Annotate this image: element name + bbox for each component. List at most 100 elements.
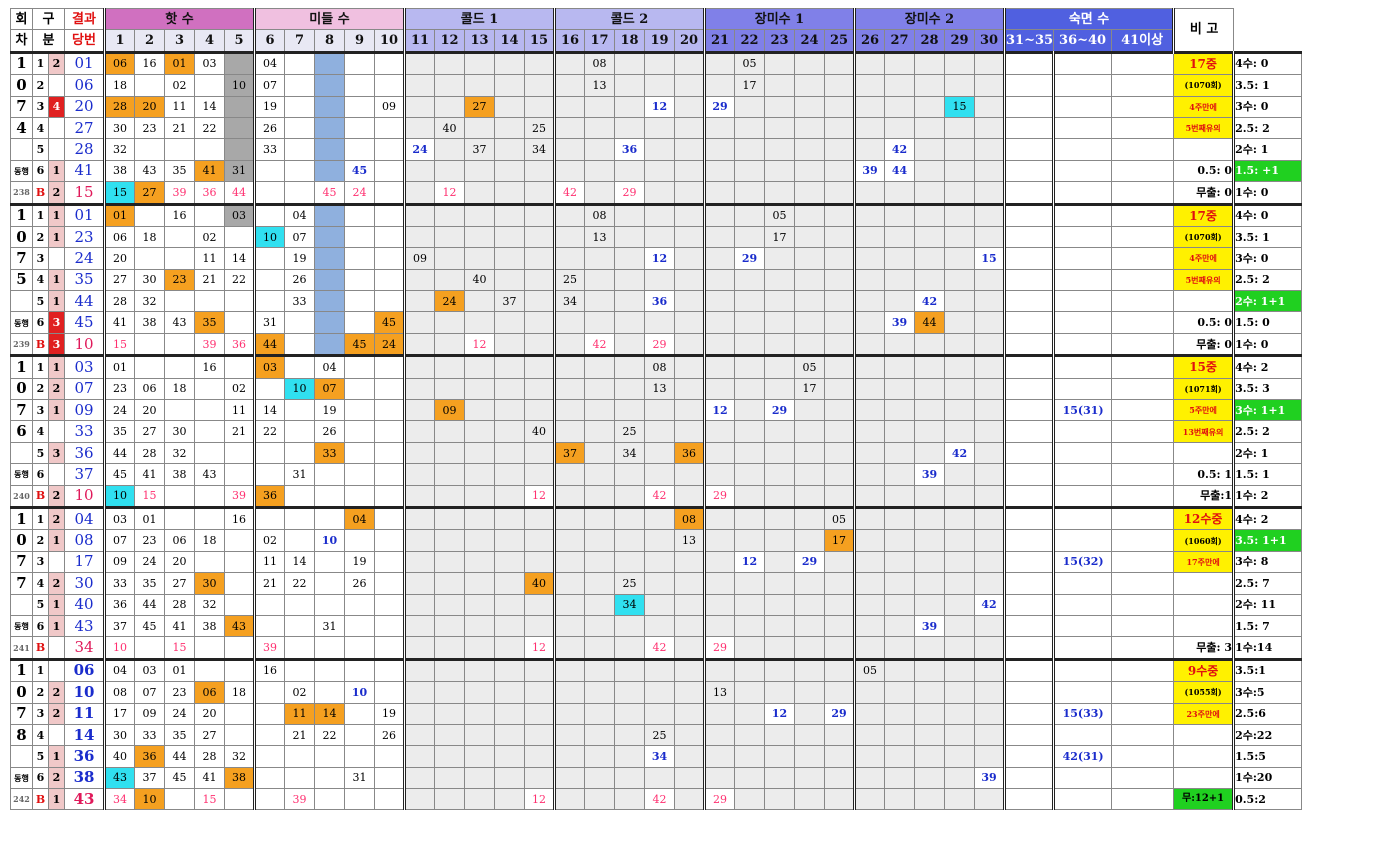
- round-cell: 7: [10, 247, 33, 270]
- empty-cell: [674, 332, 705, 357]
- round-cell: [10, 441, 33, 465]
- empty-cell: [824, 290, 855, 313]
- empty-cell: [914, 354, 945, 379]
- number-cell: 18: [103, 74, 135, 97]
- empty-cell: [434, 723, 465, 747]
- number-cell: 39: [284, 788, 315, 811]
- empty-cell: [374, 593, 405, 616]
- empty-cell: [494, 723, 525, 747]
- empty-cell: [403, 766, 435, 790]
- number-cell: 36: [134, 745, 165, 768]
- num-col-header: 20: [674, 29, 705, 53]
- empty-cell: [524, 702, 555, 725]
- number-cell: 07: [284, 225, 315, 249]
- number-cell: 35: [103, 420, 135, 443]
- empty-cell: [1002, 505, 1055, 531]
- number-cell: 05: [764, 202, 795, 227]
- empty-cell: [1002, 50, 1055, 76]
- empty-cell: [344, 247, 375, 270]
- empty-cell: [824, 181, 855, 205]
- header-row-2: 차 분 당번 1 2 3 4 5 6 7 8 9 10 11 12 13 14 …: [10, 29, 1302, 53]
- empty-cell: [524, 268, 555, 292]
- empty-cell: [434, 745, 465, 768]
- number-cell: 10: [284, 377, 315, 401]
- empty-cell: [434, 441, 465, 465]
- result-number: 41: [64, 159, 105, 183]
- empty-cell: [164, 290, 195, 313]
- empty-cell: [703, 181, 735, 205]
- number-cell: 13: [703, 681, 735, 704]
- position-cell: 4: [32, 420, 49, 443]
- remark-cell: 0.5:2: [1232, 788, 1303, 811]
- number-cell: 08: [644, 354, 675, 379]
- empty-cell: [344, 202, 375, 227]
- empty-cell: [734, 311, 765, 334]
- empty-cell: [374, 550, 405, 574]
- number-cell: 24: [134, 550, 165, 574]
- empty-cell: [674, 225, 705, 249]
- empty-cell: [553, 399, 585, 422]
- empty-cell: [794, 311, 825, 334]
- number-cell: 16: [253, 657, 285, 683]
- empty-cell: [224, 463, 255, 486]
- empty-cell: [434, 788, 465, 811]
- number-cell: 29: [614, 181, 645, 205]
- result-number: 40: [64, 593, 105, 616]
- empty-cell: [464, 593, 495, 616]
- num-col-header: 9: [344, 29, 375, 53]
- empty-cell: [884, 354, 915, 379]
- sleep-cell: [1111, 484, 1175, 508]
- sub-cell: 2: [48, 377, 65, 401]
- round-cell: 1: [10, 50, 33, 76]
- empty-cell: [703, 290, 735, 313]
- empty-cell: [703, 657, 735, 683]
- empty-cell: [553, 636, 585, 660]
- number-cell: 38: [164, 463, 195, 486]
- empty-cell: [464, 202, 495, 227]
- empty-cell: [344, 788, 375, 811]
- empty-cell: [1002, 311, 1055, 334]
- remark-cell: 1수: 0: [1232, 332, 1303, 357]
- empty-cell: [164, 788, 195, 811]
- empty-cell: [224, 788, 255, 811]
- remark-cell: 4수: 0: [1232, 50, 1303, 76]
- empty-cell: [703, 529, 735, 552]
- empty-cell: [674, 614, 705, 638]
- round-cell: [10, 290, 33, 313]
- empty-cell: [253, 745, 285, 768]
- result-number: 35: [64, 268, 105, 292]
- empty-cell: [884, 181, 915, 205]
- number-cell: 31: [253, 311, 285, 334]
- empty-cell: [824, 788, 855, 811]
- empty-cell: [194, 505, 225, 531]
- number-cell: 29: [703, 484, 735, 508]
- empty-cell: [764, 311, 795, 334]
- sleep-cell: [1111, 657, 1175, 683]
- empty-cell: [344, 441, 375, 465]
- empty-cell: [314, 311, 345, 334]
- empty-cell: [703, 268, 735, 292]
- empty-cell: [764, 50, 795, 76]
- empty-cell: [734, 723, 765, 747]
- round-cell: 7: [10, 550, 33, 574]
- empty-cell: [764, 377, 795, 401]
- empty-cell: [314, 788, 345, 811]
- empty-cell: [614, 159, 645, 183]
- empty-cell: [344, 95, 375, 118]
- number-cell: 25: [553, 268, 585, 292]
- number-cell: 38: [224, 766, 255, 790]
- empty-cell: [524, 181, 555, 205]
- empty-cell: [884, 247, 915, 270]
- empty-cell: [553, 745, 585, 768]
- number-cell: 41: [194, 159, 225, 183]
- empty-cell: [944, 290, 975, 313]
- sleep-cell: [1052, 138, 1113, 161]
- empty-cell: [584, 354, 615, 379]
- empty-cell: [344, 311, 375, 334]
- middle-group-header: 미들 수: [253, 7, 405, 31]
- number-cell: 42: [584, 332, 615, 357]
- sleep-cell: [1052, 463, 1113, 486]
- empty-cell: [314, 74, 345, 97]
- sleep-cell: [1111, 572, 1175, 595]
- empty-cell: [944, 505, 975, 531]
